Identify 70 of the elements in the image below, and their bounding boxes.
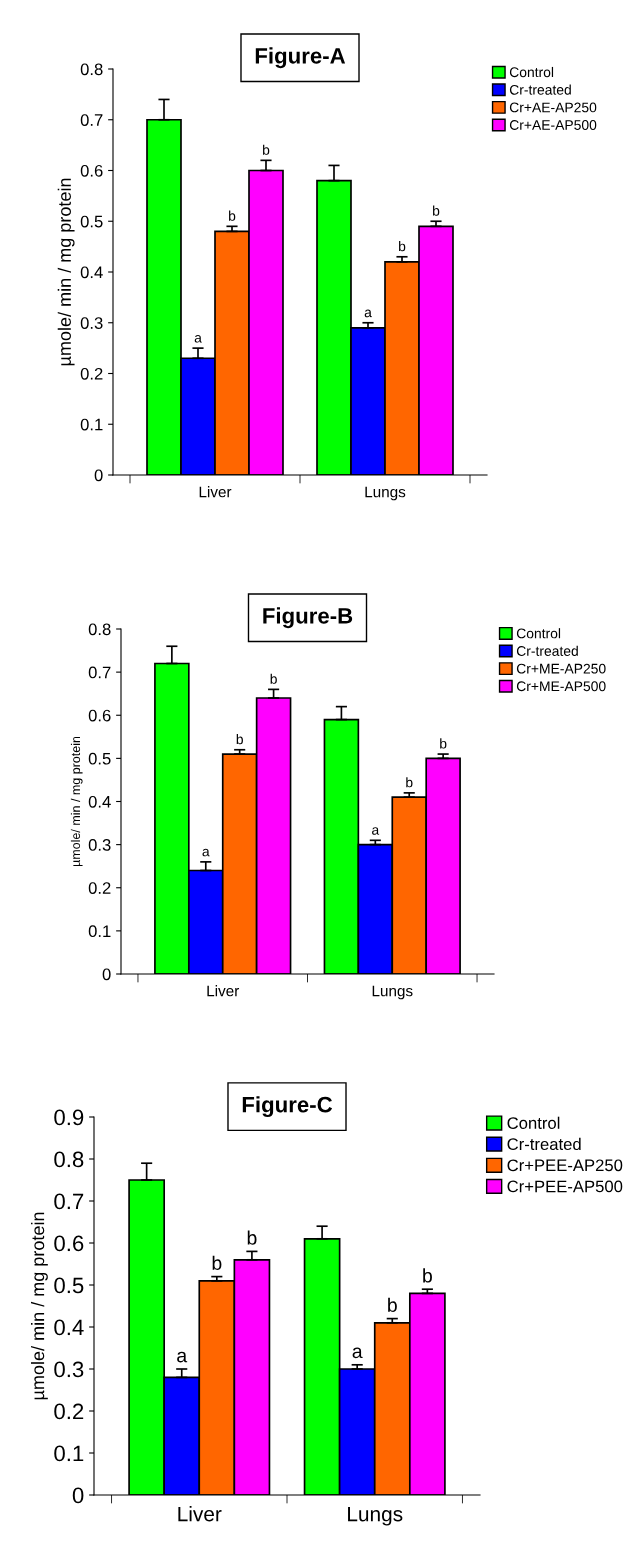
data-label: a [352,1347,363,1359]
data-label: a [177,1351,188,1363]
data-label: b [433,205,440,216]
data-label: b [423,1268,432,1283]
legend-label: Cr+AE-AP500 [509,120,597,130]
legend-label: Cr+PEE-AP500 [507,1180,623,1193]
data-label: a [194,334,202,343]
data-label: b [270,673,277,684]
data-label: a [372,827,380,835]
data-label: b [406,777,413,788]
legend-label: Cr+AE-AP250 [509,102,597,113]
y-tick-label: 0.9 [54,1109,84,1126]
y-tick-label: 0.8 [54,1151,84,1168]
legend-label: Control [516,628,561,639]
y-tick-label: 0.2 [80,367,103,380]
data-label: b [388,1297,397,1312]
y-tick-label: 0.3 [80,317,103,329]
data-label: b [212,1255,222,1270]
y-axis-title: µmole/ min / mg protein [57,178,75,366]
x-tick-label: Liver [178,1506,222,1522]
data-label: b [399,241,406,252]
y-axis-title: µmole/ min / mg protein [31,1212,48,1400]
y-tick-label: 0.3 [88,839,111,851]
y-tick-label: 0.4 [80,266,103,279]
y-tick-label: 0.2 [54,1403,84,1420]
legend-label: Cr+ME-AP500 [516,681,606,692]
y-tick-label: 0.7 [80,114,103,126]
data-label: a [364,309,372,318]
legend-label: Control [507,1116,560,1129]
legend-label: Control [509,66,554,78]
data-label: b [440,738,447,749]
data-label: b [229,210,236,221]
y-tick-label: 0.1 [80,418,103,431]
chart-title: Figure-B [263,607,353,629]
data-label: a [202,848,210,857]
y-axis-title: µmole/ min / mg protein [70,736,83,867]
y-tick-label: 0.6 [88,709,111,722]
x-tick-label: Lungs [348,1506,403,1526]
legend-label: Cr-treated [516,645,578,656]
y-tick-label: 0.7 [54,1193,84,1210]
x-tick-label: Liver [199,486,232,498]
data-label: b [247,1230,257,1245]
chart-title: Figure-C [242,1096,333,1117]
legend-label: Cr+ME-AP250 [516,663,606,674]
chart-title: Figure-A [255,47,346,69]
data-label: b [236,734,243,745]
x-tick-label: Liver [207,985,240,997]
y-tick-label: 0.8 [80,63,103,76]
y-tick-label: 0.1 [54,1445,84,1462]
y-tick-label: 0.4 [88,795,111,808]
x-tick-label: Lungs [365,486,406,501]
y-tick-label: 0 [102,968,111,981]
y-tick-label: 0.6 [54,1235,84,1252]
y-tick-label: 0.5 [80,215,103,228]
y-tick-label: 0.3 [54,1361,84,1378]
y-tick-label: 0.5 [54,1277,84,1294]
y-tick-label: 0.1 [88,925,111,938]
y-tick-label: 0.6 [80,164,103,177]
y-tick-label: 0.8 [88,623,111,636]
y-tick-label: 0.2 [88,882,111,894]
y-tick-label: 0 [94,469,103,482]
legend-label: Cr-treated [507,1137,581,1151]
y-tick-label: 0.5 [88,752,111,765]
legend-label: Cr+PEE-AP250 [507,1159,623,1172]
data-label: b [263,144,270,155]
legend-label: Cr-treated [509,84,571,95]
y-tick-label: 0.7 [88,666,111,679]
y-tick-label: 0 [72,1487,84,1504]
x-tick-label: Lungs [372,985,413,1000]
y-tick-label: 0.4 [54,1319,84,1336]
